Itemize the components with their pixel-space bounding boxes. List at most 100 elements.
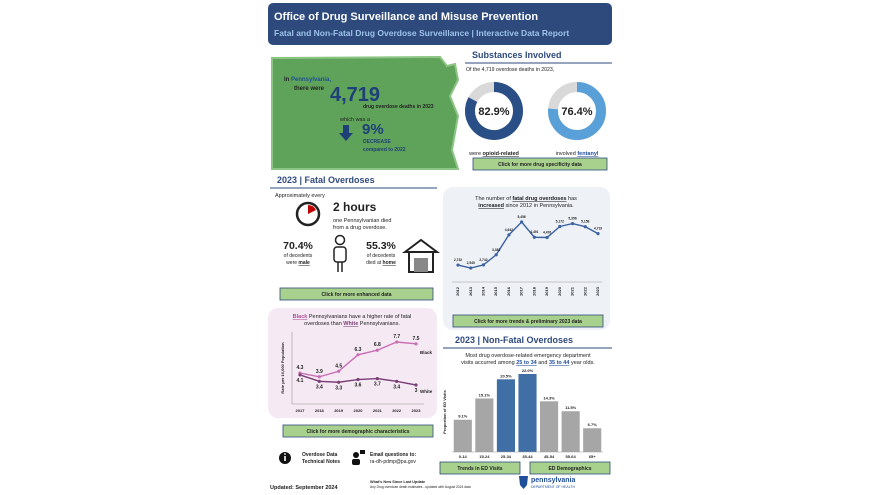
logo-dept: DEPARTMENT OF HEALTH bbox=[531, 485, 576, 489]
home-note: died at home bbox=[366, 260, 396, 266]
x-tick-label: 2012 bbox=[455, 286, 460, 296]
logo-mark bbox=[519, 476, 528, 489]
interval-note: one Pennsylvanian died bbox=[333, 218, 391, 224]
notes-link[interactable]: Overdose Data bbox=[302, 452, 338, 458]
pa-map bbox=[271, 55, 460, 170]
point bbox=[507, 233, 511, 237]
notes-link[interactable]: Technical Notes bbox=[302, 459, 340, 465]
demo-caption: Black Pennsylvanians have a higher rate … bbox=[293, 314, 412, 320]
nonfatal-caption: Most drug overdose-related emergency dep… bbox=[465, 353, 591, 359]
demographics-panel bbox=[268, 308, 437, 418]
value-label: 4,476 bbox=[543, 230, 551, 234]
button[interactable] bbox=[279, 287, 434, 301]
value-label: 4.5 bbox=[335, 363, 342, 369]
bar bbox=[540, 401, 559, 452]
x-tick-label: 35-44 bbox=[522, 454, 533, 459]
x-tick-label: 0-14 bbox=[459, 454, 468, 459]
value-label: 4.1 bbox=[297, 378, 304, 384]
change-direction: DECREASE bbox=[363, 139, 391, 145]
house-icon bbox=[402, 238, 440, 273]
interval: 2 hours bbox=[333, 200, 377, 214]
point bbox=[414, 342, 418, 346]
bar bbox=[475, 398, 494, 452]
x-tick-label: 2020 bbox=[354, 408, 364, 413]
summary-lead: In Pennsylvania, bbox=[284, 77, 331, 83]
point bbox=[494, 253, 498, 257]
point bbox=[414, 383, 418, 387]
info-icon-glyph bbox=[284, 456, 286, 461]
series-label: White bbox=[420, 389, 433, 394]
info-icon-glyph bbox=[284, 453, 286, 455]
value-label: 14.3% bbox=[543, 395, 555, 400]
section-heading: Substances Involved bbox=[472, 50, 562, 60]
point bbox=[469, 266, 473, 270]
button[interactable] bbox=[452, 314, 604, 328]
donut-arc bbox=[465, 82, 523, 140]
x-tick-label: 45-54 bbox=[544, 454, 555, 459]
line bbox=[457, 220, 599, 269]
x-tick-label: 2017 bbox=[519, 286, 524, 296]
point bbox=[583, 225, 587, 229]
button[interactable] bbox=[282, 424, 434, 438]
x-tick-label: 2023 bbox=[595, 286, 600, 296]
value-label: 3.9 bbox=[316, 369, 323, 375]
value-label: 20.5% bbox=[500, 373, 512, 378]
down-arrow bbox=[339, 125, 353, 141]
change-note: compared to 2022 bbox=[363, 147, 406, 153]
point bbox=[375, 348, 379, 352]
donut-label: 82.9% bbox=[478, 106, 509, 118]
button-label[interactable]: Click for more demographic characteristi… bbox=[306, 429, 409, 435]
point bbox=[317, 379, 321, 383]
bar bbox=[453, 419, 472, 452]
trend-caption: The number of fatal drug overdoses has bbox=[475, 196, 577, 202]
value-label: 6.3 bbox=[355, 347, 362, 353]
nonfatal-caption: visits accurred among 25 to 34 and 35 to… bbox=[461, 360, 595, 366]
button-label[interactable]: Click for more enhanced data bbox=[321, 292, 391, 298]
x-tick-label: 2016 bbox=[506, 286, 511, 296]
male-note: were male bbox=[286, 260, 310, 266]
y-axis-label: Proportion of ED Visits bbox=[442, 389, 447, 433]
x-tick-label: 2022 bbox=[582, 286, 587, 296]
change: 9% bbox=[362, 121, 384, 138]
subtitle: Fatal and Non-Fatal Drug Overdose Survei… bbox=[274, 28, 569, 38]
value-label: 6.8 bbox=[374, 342, 381, 348]
x-tick-label: 2022 bbox=[392, 408, 402, 413]
button[interactable] bbox=[529, 461, 611, 475]
button-label[interactable]: ED Demographics bbox=[548, 466, 591, 472]
updated: Updated: September 2024 bbox=[270, 485, 338, 491]
button[interactable] bbox=[439, 461, 521, 475]
value-label: 15.1% bbox=[479, 392, 491, 397]
x-tick-label: 55-64 bbox=[566, 454, 577, 459]
button-label[interactable]: Click for more drug specificity data bbox=[498, 162, 582, 168]
email[interactable]: ra-dh-pdmp@pa.gov bbox=[370, 459, 416, 465]
fatal-intro: Approximately every bbox=[275, 193, 325, 199]
change-lead: which was a bbox=[339, 117, 371, 123]
button-label[interactable]: Click for more trends & preliminary 2023… bbox=[474, 319, 582, 325]
button[interactable] bbox=[472, 157, 608, 171]
value-label: 9.1% bbox=[458, 414, 468, 419]
x-tick-label: 2018 bbox=[531, 286, 536, 296]
donut-caption: were opioid-related bbox=[468, 151, 519, 157]
value-label: 4,491 bbox=[530, 230, 538, 234]
value-label: 2,732 bbox=[454, 258, 462, 262]
point bbox=[481, 263, 486, 267]
value-label: 4,719 bbox=[594, 227, 602, 231]
email-icon bbox=[352, 450, 365, 465]
section-heading: 2023 | Non-Fatal Overdoses bbox=[455, 335, 573, 345]
button-label[interactable]: Trends in ED Visits bbox=[457, 466, 502, 472]
point bbox=[558, 224, 562, 229]
value-label: 3.6 bbox=[355, 383, 362, 389]
trend-panel bbox=[443, 187, 610, 330]
point bbox=[298, 373, 302, 377]
value-label: 2,545 bbox=[467, 261, 475, 265]
death-count: 4,719 bbox=[330, 84, 380, 106]
value-label: 4,642 bbox=[505, 228, 513, 232]
point bbox=[596, 232, 600, 236]
x-tick-label: 2019 bbox=[544, 286, 549, 296]
value-label: 3.4 bbox=[316, 384, 323, 390]
x-tick-label: 2015 bbox=[493, 286, 498, 296]
male-note: of decedents bbox=[284, 253, 313, 259]
value-label: 2,742 bbox=[479, 258, 487, 262]
value-label: 7.7 bbox=[393, 334, 400, 340]
